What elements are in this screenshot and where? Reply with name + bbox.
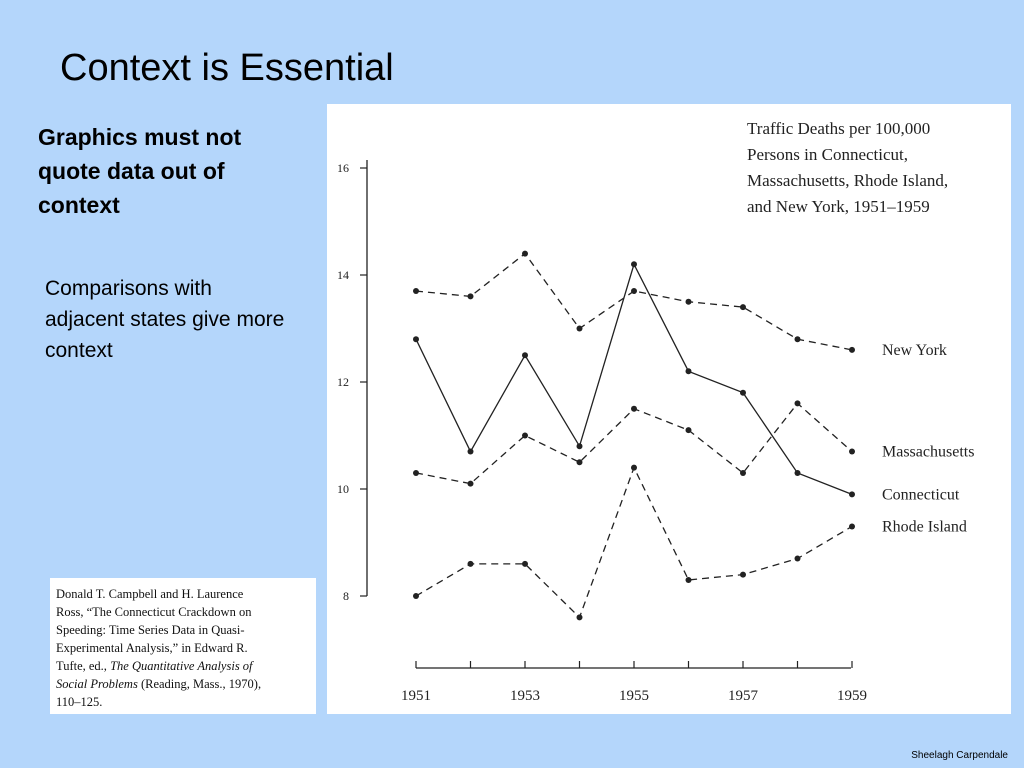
x-tick-label: 1955 — [619, 688, 649, 704]
data-point-rhode-island — [576, 614, 583, 621]
data-point-connecticut — [794, 469, 801, 476]
traffic-deaths-chart: Traffic Deaths per 100,000 Persons in Co… — [337, 119, 974, 704]
series-layer: New York Massachusetts Connecticut Rhode Is… — [413, 250, 974, 621]
x-tick-label: 1957 — [728, 688, 759, 704]
data-point-new-york — [740, 304, 746, 311]
data-point-connecticut — [413, 336, 419, 343]
data-point-connecticut — [522, 352, 528, 359]
citation-line: Ross, “The Connecticut Crackdown on — [56, 605, 252, 619]
x-tick-label: 1959 — [837, 688, 867, 704]
data-point-new-york — [849, 346, 855, 353]
data-point-massachusetts — [740, 469, 746, 476]
chart-title: Traffic Deaths per 100,000 Persons in Co… — [747, 119, 948, 216]
data-point-new-york — [794, 336, 801, 343]
y-tick-label: 16 — [337, 161, 349, 175]
data-point-massachusetts — [576, 459, 583, 466]
citation-line: Speeding: Time Series Data in Quasi- — [56, 623, 245, 637]
data-point-rhode-island — [849, 523, 855, 530]
subheading: Graphics must not quote data out of cont… — [38, 124, 242, 218]
citation-line: Donald T. Campbell and H. Laurence — [56, 587, 244, 601]
data-point-connecticut — [576, 443, 583, 450]
series-label-new-york: New York — [882, 342, 947, 359]
y-tick-label: 14 — [337, 268, 349, 282]
citation-book-title: The Quantitative Analysis of — [110, 659, 253, 673]
bullet-text: Comparisons with adjacent states give mo… — [45, 277, 285, 362]
y-axis-ticks: 16 14 12 10 8 — [337, 161, 367, 603]
chart-title-line-3: Massachusetts, Rhode Island, — [747, 171, 948, 190]
data-point-massachusetts — [794, 400, 801, 407]
series-line-new-york — [415, 252, 853, 351]
data-point-rhode-island — [685, 576, 692, 583]
data-point-rhode-island — [522, 560, 528, 567]
data-point-rhode-island — [740, 571, 746, 578]
data-point-new-york — [522, 250, 528, 257]
citation-line: Tufte, ed., The Quantitative Analysis of — [56, 657, 310, 675]
y-tick-label: 10 — [337, 482, 349, 496]
data-point-connecticut — [849, 491, 855, 498]
data-point-massachusetts — [685, 427, 692, 434]
y-tick-label: 8 — [343, 589, 349, 603]
data-point-new-york — [685, 298, 692, 305]
data-point-connecticut — [467, 448, 474, 455]
author-credit: Sheelagh Carpendale — [911, 750, 1008, 761]
x-tick-label: 1953 — [510, 688, 540, 704]
data-point-rhode-island — [467, 560, 474, 567]
series-label-rhode-island: Rhode Island — [882, 518, 967, 535]
citation-line: Experimental Analysis,” in Edward R. — [56, 641, 248, 655]
citation-book-title-cont: Social Problems — [56, 677, 138, 691]
citation-line: Social Problems (Reading, Mass., 1970), — [56, 675, 310, 693]
data-point-connecticut — [740, 389, 746, 396]
series-label-connecticut: Connecticut — [882, 486, 960, 503]
data-point-massachusetts — [522, 432, 528, 439]
citation-box: Donald T. Campbell and H. Laurence Ross,… — [50, 578, 316, 714]
data-point-new-york — [576, 325, 583, 332]
x-axis-ticks: 1951 1953 1955 1957 1959 — [401, 661, 867, 704]
data-point-new-york — [413, 288, 419, 295]
y-tick-label: 12 — [337, 375, 349, 389]
series-label-massachusetts: Massachusetts — [882, 444, 974, 461]
data-point-massachusetts — [413, 469, 419, 476]
citation-text: Donald T. Campbell and H. Laurence Ross,… — [56, 585, 310, 711]
data-point-rhode-island — [794, 555, 801, 562]
citation-publisher: (Reading, Mass., 1970), — [137, 677, 262, 691]
data-point-new-york — [631, 288, 637, 295]
chart-panel: Traffic Deaths per 100,000 Persons in Co… — [327, 104, 1011, 714]
series-line-massachusetts — [415, 402, 853, 485]
data-point-rhode-island — [631, 464, 637, 471]
data-point-massachusetts — [467, 480, 474, 487]
chart-title-line-4: and New York, 1951–1959 — [747, 197, 930, 216]
data-point-new-york — [467, 293, 474, 300]
series-line-rhode-island — [415, 465, 853, 619]
x-tick-label: 1951 — [401, 688, 431, 704]
data-point-connecticut — [685, 368, 692, 375]
data-point-massachusetts — [631, 405, 637, 412]
chart-title-line-1: Traffic Deaths per 100,000 — [747, 119, 930, 138]
citation-line: 110–125. — [56, 695, 103, 709]
citation-editor: Tufte, ed., — [56, 659, 111, 673]
data-point-massachusetts — [849, 448, 855, 455]
slide-title: Context is Essential — [60, 47, 394, 89]
data-point-connecticut — [631, 261, 637, 268]
series-line-connecticut — [415, 262, 853, 495]
data-point-rhode-island — [413, 593, 419, 599]
chart-title-line-2: Persons in Connecticut, — [747, 145, 908, 164]
